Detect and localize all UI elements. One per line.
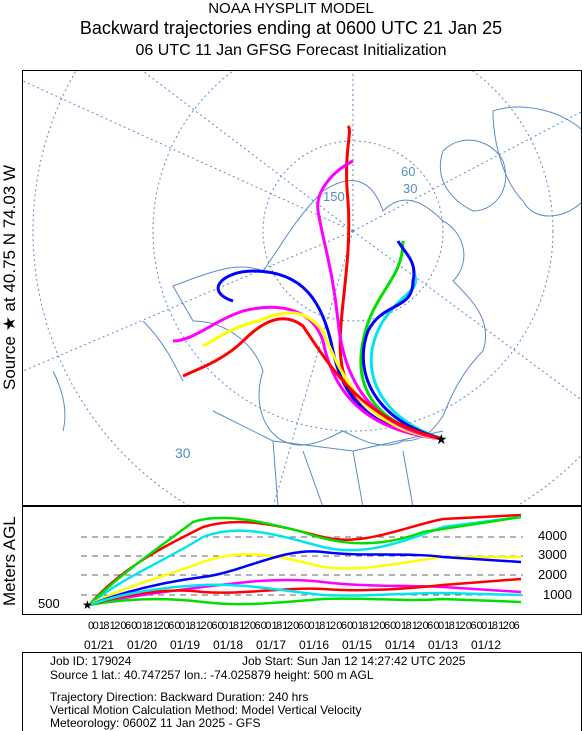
date-label: 01/12 — [471, 638, 502, 652]
date-label: 01/16 — [299, 638, 330, 652]
grid-label-30-south: 30 — [175, 445, 191, 461]
height-canvas: ★ — [81, 513, 523, 612]
source-details: Source 1 lat.: 40.747257 lon.: -74.02587… — [50, 668, 374, 682]
trajectory-map[interactable]: 150 60 30 30 ★ — [22, 70, 582, 506]
start-height-label: 500 — [38, 596, 60, 611]
grid-label-30-north: 30 — [403, 181, 417, 196]
date-label: 01/14 — [385, 638, 416, 652]
trajectory-title: Backward trajectories ending at 0600 UTC… — [79, 18, 503, 38]
altitude-label-3000: 3000 — [538, 547, 567, 562]
height-traces — [88, 513, 522, 607]
date-label: 01/15 — [342, 638, 373, 652]
model-title: NOAA HYSPLIT MODEL — [208, 0, 374, 17]
altitude-label-1000: 1000 — [543, 587, 572, 602]
trajectory-direction: Trajectory Direction: Backward Duration:… — [50, 690, 309, 704]
map-canvas: 150 60 30 30 ★ — [23, 71, 581, 505]
date-label: 01/18 — [213, 638, 244, 652]
source-location-label: Source ★ at 40.75 N 74.03 W — [0, 164, 19, 390]
vertical-motion-method: Vertical Motion Calculation Method: Mode… — [50, 703, 362, 717]
altitude-label-2000: 2000 — [538, 567, 567, 582]
meteorology-source: Meteorology: 0600Z 11 Jan 2025 - GFS — [50, 716, 261, 730]
job-id: Job ID: 179024 — [50, 654, 132, 668]
trajectory-lines — [172, 124, 444, 441]
date-label: 01/20 — [127, 638, 158, 652]
graticule — [23, 71, 581, 505]
job-start: Job Start: Sun Jan 12 14:27:42 UTC 2025 — [242, 654, 466, 668]
hour-tick-labels: 00 18 12 06 00 18 12 06 00 18 12 06 00 1… — [88, 620, 520, 632]
height-profile-panel: ★ — [22, 506, 582, 615]
date-label: 01/21 — [84, 638, 115, 652]
height-source-star-icon: ★ — [82, 598, 93, 612]
date-label: 01/17 — [256, 638, 287, 652]
altitude-label-4000: 4000 — [538, 528, 567, 543]
grid-label-60: 60 — [401, 164, 415, 179]
grid-label-150: 150 — [323, 189, 345, 204]
source-star-icon: ★ — [435, 432, 448, 448]
date-label: 01/19 — [170, 638, 201, 652]
date-label: 01/13 — [428, 638, 459, 652]
forecast-subtitle: 06 UTC 11 Jan GFSG Forecast Initializati… — [135, 42, 447, 59]
meters-agl-label: Meters AGL — [0, 516, 19, 606]
